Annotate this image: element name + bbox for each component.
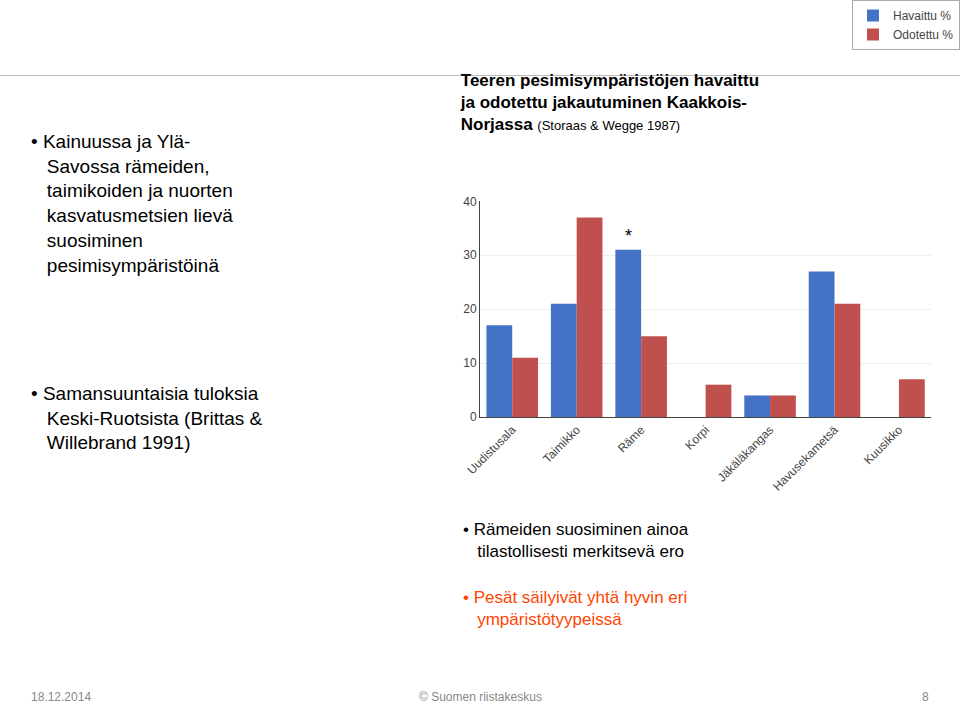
svg-text:Teeren pesimisympäristöjen hav: Teeren pesimisympäristöjen havaittuja od…: [460, 71, 759, 134]
svg-text:Taimikko: Taimikko: [540, 423, 583, 466]
svg-text:Uudistusala: Uudistusala: [464, 423, 518, 477]
svg-text:0: 0: [470, 410, 477, 424]
svg-text:Räme: Räme: [615, 423, 648, 456]
svg-text:40: 40: [463, 195, 477, 209]
svg-text:• Samansuuntaisia tuloksia K: • Samansuuntaisia tuloksia Keski-Ruotsis…: [31, 383, 263, 453]
svg-text:• Rämeiden suosiminen ainoa: • Rämeiden suosiminen ainoa tilastollise…: [463, 520, 689, 561]
svg-text:18.12.2014: 18.12.2014: [31, 690, 91, 704]
svg-text:Jäkäläkangas: Jäkäläkangas: [715, 423, 777, 485]
svg-text:Havaittu %: Havaittu %: [893, 9, 951, 23]
svg-text:• Pesät säilyivät yhtä hyvin e: • Pesät säilyivät yhtä hyvin eri ympäris…: [463, 588, 687, 629]
svg-text:10: 10: [463, 356, 477, 370]
svg-text:8: 8: [922, 690, 929, 704]
svg-text:Kuusikko: Kuusikko: [861, 423, 906, 468]
svg-text:© Suomen riistakeskus: © Suomen riistakeskus: [419, 690, 542, 704]
svg-text:• Kainuussa ja Ylä- Savossa: • Kainuussa ja Ylä- Savossa rämeiden, ta…: [31, 131, 233, 276]
svg-text:30: 30: [463, 248, 477, 262]
svg-text:*: *: [625, 226, 632, 246]
svg-text:Korpi: Korpi: [682, 423, 712, 453]
svg-text:Havusekametsä: Havusekametsä: [770, 423, 841, 494]
svg-text:20: 20: [463, 302, 477, 316]
svg-text:Odotettu %: Odotettu %: [893, 28, 953, 42]
